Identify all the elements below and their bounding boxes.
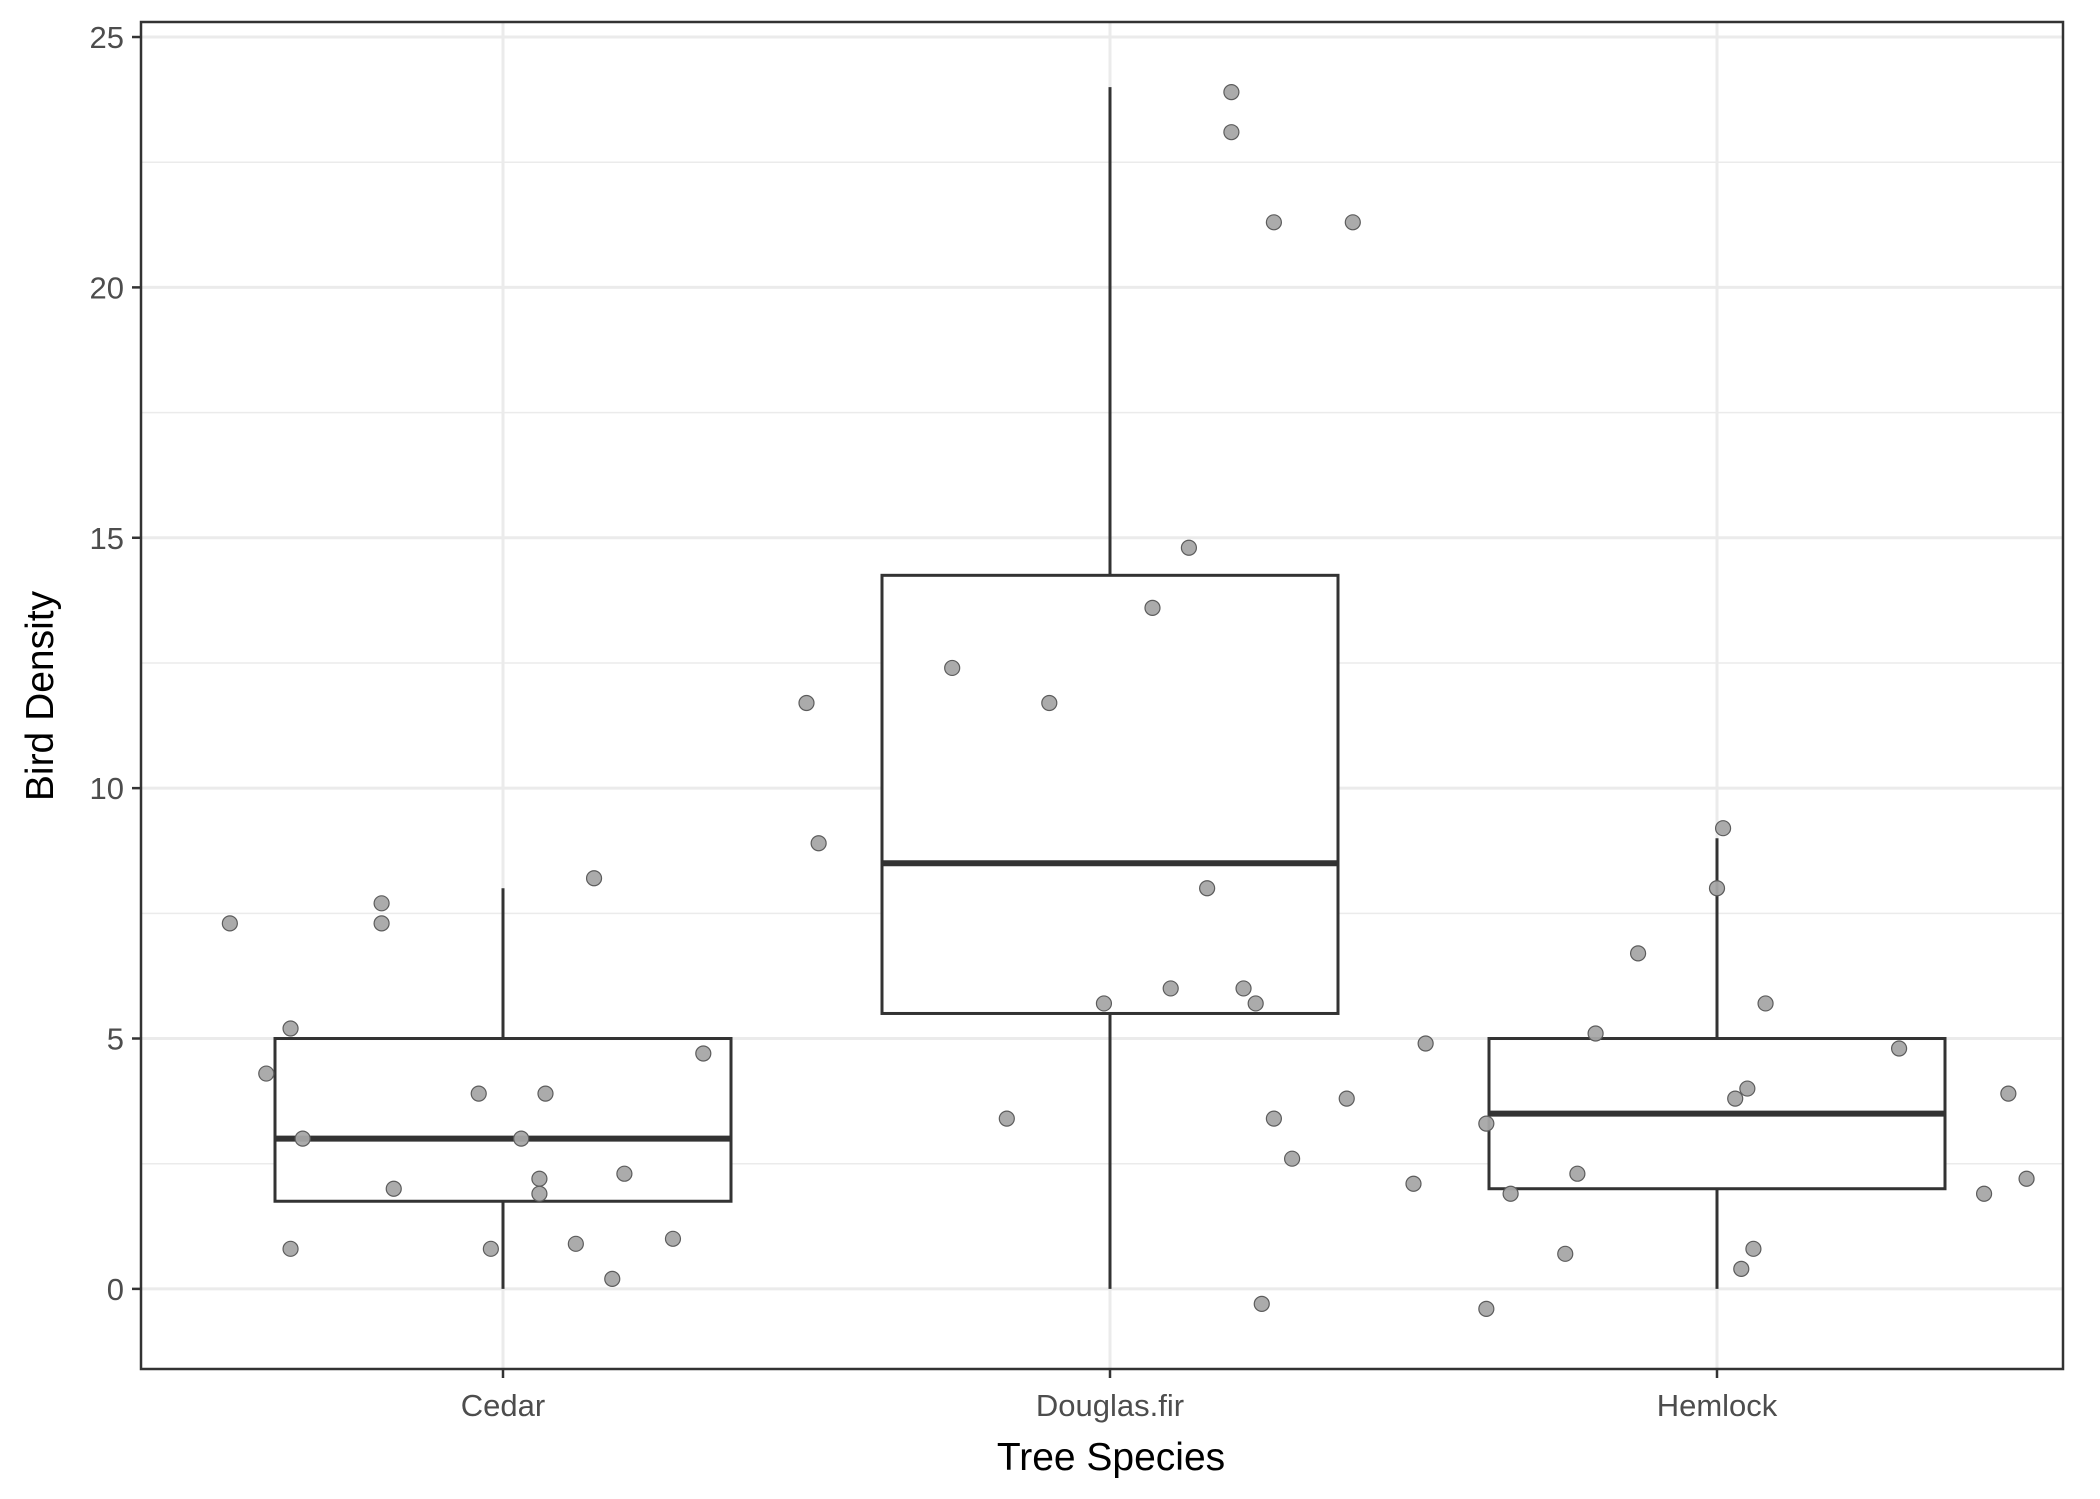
data-point [1041, 694, 1058, 712]
data-point [294, 1130, 311, 1147]
data-point [1253, 1295, 1270, 1313]
data-point [695, 1045, 712, 1062]
data-point [1162, 980, 1179, 997]
data-point [1714, 820, 1732, 837]
data-point [944, 659, 961, 677]
y-tick-label: 15 [90, 521, 124, 556]
data-point [1478, 1115, 1495, 1132]
data-point [373, 915, 390, 932]
y-tick-label: 10 [90, 771, 124, 806]
data-point [1757, 995, 1774, 1012]
data-point [258, 1065, 275, 1082]
data-point [1265, 1110, 1282, 1127]
data-point [1890, 1040, 1908, 1057]
data-point [221, 915, 238, 932]
x-tick-label: Cedar [461, 1388, 545, 1423]
data-point [2000, 1085, 2017, 1102]
box-iqr [880, 573, 1340, 1015]
y-tick-label: 5 [107, 1022, 124, 1057]
data-point [373, 895, 390, 912]
box-hemlock [1487, 838, 1947, 1289]
data-point [282, 1020, 299, 1037]
box-iqr [273, 1037, 733, 1203]
y-axis-title: Bird Density [19, 590, 62, 801]
data-point [1629, 945, 1647, 962]
axes: 0 5 10 15 20 25 Cedar Douglas.fir Hemlock [90, 20, 1778, 1423]
data-point [482, 1240, 499, 1257]
data-point [1975, 1185, 1993, 1202]
data-point [1247, 995, 1264, 1012]
data-point [282, 1240, 299, 1257]
data-point [1199, 880, 1216, 897]
data-point [1478, 1300, 1495, 1318]
data-point [1144, 599, 1161, 616]
data-point [385, 1180, 402, 1197]
data-point [585, 870, 603, 887]
data-point [1180, 539, 1198, 556]
data-point [1727, 1090, 1744, 1107]
data-point [798, 694, 815, 712]
data-point [567, 1235, 584, 1252]
data-point [1283, 1150, 1301, 1167]
data-point [1235, 980, 1252, 997]
data-point [513, 1130, 530, 1147]
box-layer [273, 87, 1947, 1289]
data-point [1265, 214, 1282, 231]
data-point [1739, 1080, 1756, 1097]
data-point [1095, 995, 1113, 1012]
data-point [537, 1085, 554, 1102]
data-point [1344, 214, 1361, 231]
data-point [531, 1185, 548, 1202]
data-point [1557, 1245, 1574, 1262]
panel-border [139, 20, 2065, 1371]
data-point [664, 1230, 682, 1247]
x-axis-title: Tree Species [997, 1436, 1225, 1479]
data-point [1733, 1260, 1750, 1277]
data-point [1587, 1025, 1604, 1042]
data-point [2018, 1170, 2035, 1187]
jitter-points [221, 84, 2035, 1318]
data-point [1417, 1035, 1434, 1052]
data-point [604, 1270, 621, 1287]
data-point [616, 1165, 633, 1182]
data-point [1502, 1185, 1519, 1202]
data-point [1223, 124, 1240, 141]
x-tick-label: Hemlock [1657, 1388, 1778, 1423]
box-cedar [273, 888, 733, 1289]
data-point [470, 1085, 487, 1102]
y-tick-label: 0 [107, 1272, 124, 1307]
y-tick-label: 20 [90, 270, 124, 305]
data-point [1405, 1175, 1422, 1192]
y-tick-label: 25 [90, 20, 124, 55]
x-tick-label: Douglas.fir [1036, 1388, 1184, 1423]
data-point [1223, 84, 1240, 101]
data-point [810, 835, 827, 852]
data-point [1708, 880, 1726, 897]
data-point [531, 1170, 548, 1187]
data-point [1745, 1240, 1762, 1257]
box-douglas-fir [880, 87, 1340, 1289]
data-point [1569, 1165, 1586, 1182]
data-point [998, 1110, 1015, 1127]
data-point [1338, 1090, 1355, 1107]
